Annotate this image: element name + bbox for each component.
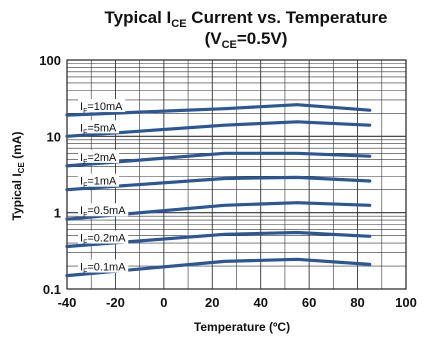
y-tick-labels: 0.1 1 10 100 bbox=[39, 53, 61, 297]
series-label-bg bbox=[78, 120, 120, 134]
series-line-2 bbox=[65, 151, 372, 168]
series-line-1 bbox=[65, 120, 372, 138]
series-label-bg bbox=[78, 230, 129, 244]
series-line-4 bbox=[65, 201, 372, 221]
series-labels: IF=10mA IF=5mA IF=2mA IF=1mA IF=0.5mA IF=0.2m… bbox=[78, 99, 129, 276]
x-tick-label: -20 bbox=[106, 295, 125, 310]
series-label-5: IF=0.2mA bbox=[80, 233, 126, 247]
series-line-6 bbox=[65, 257, 372, 278]
series-label-bg bbox=[78, 173, 120, 187]
x-tick-label: 0 bbox=[160, 295, 167, 310]
y-tick-label: 1 bbox=[54, 206, 61, 221]
x-tick-labels: -40 -20 0 20 40 60 80 100 bbox=[58, 295, 417, 310]
series-label-bg bbox=[78, 259, 129, 273]
series-label-3: IF=1mA bbox=[80, 176, 117, 190]
series-label-6: IF=0.1mA bbox=[80, 262, 126, 276]
series-line-0 bbox=[65, 103, 372, 117]
y-tick-label: 10 bbox=[47, 129, 61, 144]
y-tick-label: 100 bbox=[39, 53, 61, 68]
y-axis-label: Typical ICE (mA) bbox=[10, 132, 26, 221]
series-line-3 bbox=[65, 175, 372, 192]
x-tick-label: 100 bbox=[395, 295, 417, 310]
chart-title-line1: Typical ICE Current vs. Temperature bbox=[105, 8, 388, 30]
x-tick-label: 60 bbox=[302, 295, 316, 310]
x-tick-label: -40 bbox=[58, 295, 77, 310]
x-tick-label: 20 bbox=[205, 295, 219, 310]
series-label-4: IF=0.5mA bbox=[80, 205, 126, 219]
x-tick-label: 40 bbox=[253, 295, 267, 310]
series-lines bbox=[65, 103, 372, 278]
series-label-bg bbox=[78, 203, 129, 217]
series-label-bg bbox=[78, 99, 126, 113]
series-label-1: IF=5mA bbox=[80, 122, 117, 136]
x-tick-label: 80 bbox=[350, 295, 364, 310]
series-label-bg bbox=[78, 149, 120, 163]
series-line-5 bbox=[65, 230, 372, 249]
series-label-0: IF=10mA bbox=[80, 101, 123, 115]
series-label-2: IF=2mA bbox=[80, 152, 117, 166]
chart-title-line2: (VCE=0.5V) bbox=[205, 29, 288, 51]
y-tick-label: 0.1 bbox=[43, 282, 61, 297]
x-axis-label: Temperature (ºC) bbox=[194, 320, 290, 334]
